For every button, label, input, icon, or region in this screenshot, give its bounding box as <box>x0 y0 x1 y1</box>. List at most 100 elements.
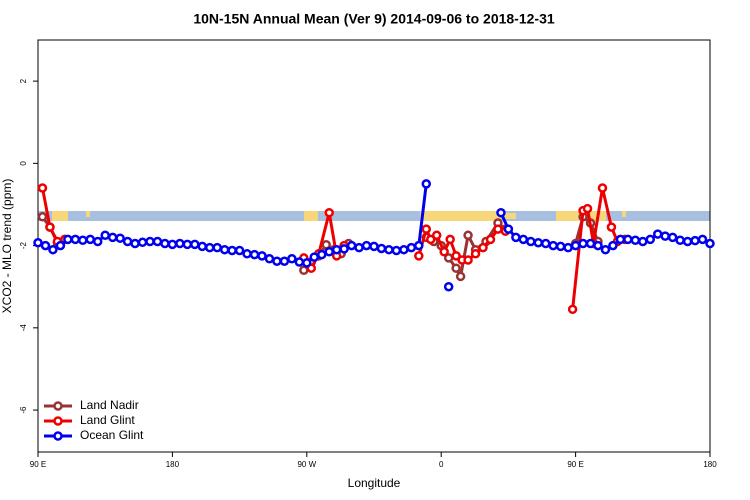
data-point <box>463 255 473 265</box>
data-point <box>563 242 573 253</box>
data-point <box>533 237 544 248</box>
x-axis-label: Longitude <box>348 476 401 490</box>
data-point <box>37 212 48 222</box>
land-patch <box>304 211 318 221</box>
data-point <box>130 238 140 249</box>
data-point <box>197 241 208 252</box>
data-point <box>630 235 641 245</box>
data-point <box>309 252 320 262</box>
data-point <box>582 203 593 214</box>
data-point <box>324 207 334 218</box>
data-point <box>425 234 436 245</box>
data-point <box>33 237 43 248</box>
data-point <box>391 245 402 256</box>
data-point <box>593 240 603 251</box>
series-line <box>41 187 626 310</box>
land-patch <box>622 211 626 217</box>
legend-label: Land Glint <box>80 413 135 427</box>
legend-marker <box>53 401 63 411</box>
data-point <box>478 242 488 253</box>
data-point <box>257 251 267 261</box>
data-point <box>503 224 514 234</box>
data-point <box>548 240 558 251</box>
data-point <box>219 244 230 255</box>
data-point <box>606 222 617 232</box>
data-point <box>122 236 133 247</box>
land-patch <box>86 211 90 217</box>
data-point <box>175 238 185 249</box>
data-point <box>287 253 297 264</box>
data-point <box>272 256 282 266</box>
data-point <box>100 230 110 241</box>
data-point <box>567 304 578 315</box>
x-tick-label: 180 <box>166 460 180 469</box>
data-point <box>107 232 118 243</box>
x-tick-label: 180 <box>703 460 717 469</box>
data-point <box>615 234 626 245</box>
data-point <box>160 238 170 249</box>
data-point <box>445 234 455 245</box>
data-point <box>302 258 312 268</box>
x-tick-label: 90 E <box>567 460 583 469</box>
data-point <box>361 240 372 251</box>
data-point <box>182 239 193 250</box>
data-point <box>585 238 596 249</box>
x-tick-label: 0 <box>439 460 444 469</box>
land-patch <box>420 211 498 221</box>
data-point <box>369 241 379 252</box>
data-point <box>137 237 148 248</box>
data-point <box>455 271 466 282</box>
data-point <box>190 239 200 250</box>
data-point <box>299 265 309 276</box>
data-point <box>463 230 473 241</box>
data-point <box>331 244 342 255</box>
data-point <box>638 236 648 247</box>
data-point <box>690 235 700 246</box>
data-point <box>705 238 715 249</box>
data-point <box>540 238 551 249</box>
data-point <box>451 251 461 261</box>
legend-marker <box>53 431 63 441</box>
data-point <box>485 234 496 245</box>
data-point <box>324 247 334 257</box>
data-point <box>354 242 364 253</box>
data-point <box>421 179 432 189</box>
data-point <box>652 229 663 239</box>
data-point <box>204 242 215 253</box>
land-patch <box>498 213 516 219</box>
data-point <box>40 240 51 251</box>
data-point <box>249 249 260 260</box>
data-point <box>645 234 656 245</box>
data-point <box>578 238 588 249</box>
data-point <box>346 240 357 251</box>
data-point <box>376 243 387 254</box>
data-point <box>145 236 155 247</box>
chart-title: 10N-15N Annual Mean (Ver 9) 2014-09-06 t… <box>193 11 555 27</box>
data-point <box>37 183 48 193</box>
data-point <box>555 241 566 252</box>
y-tick-label: 2 <box>19 78 28 83</box>
data-point <box>63 234 73 245</box>
data-point <box>294 257 305 267</box>
data-point <box>242 249 252 259</box>
land-patch <box>52 211 68 221</box>
data-point <box>451 263 461 273</box>
y-axis-label: XCO2 - MLO trend (ppm) <box>0 179 14 314</box>
data-point <box>414 240 424 251</box>
data-point <box>570 240 581 251</box>
data-point <box>48 244 58 255</box>
ocean-strip <box>38 211 710 221</box>
y-tick-label: -6 <box>19 406 28 414</box>
data-point <box>234 245 245 256</box>
data-point <box>212 242 222 253</box>
data-point <box>414 251 424 261</box>
data-point <box>431 230 442 241</box>
y-tick-label: 0 <box>19 161 28 166</box>
data-point <box>85 234 96 245</box>
data-point <box>384 244 394 255</box>
data-point <box>675 235 685 245</box>
data-point <box>45 222 55 232</box>
data-point <box>493 224 503 234</box>
